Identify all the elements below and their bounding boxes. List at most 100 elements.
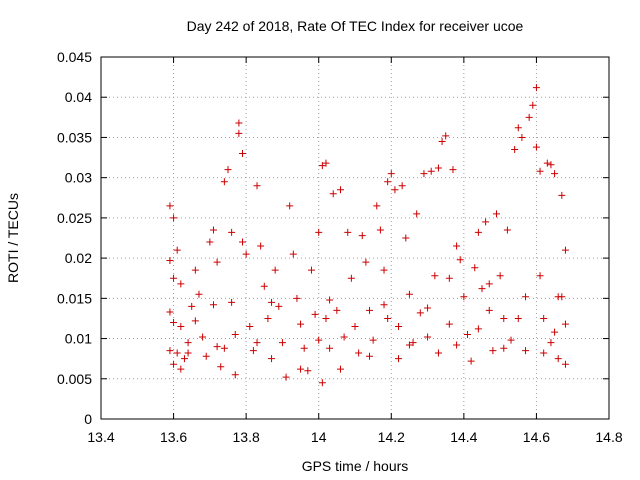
data-point — [173, 246, 181, 254]
x-tick-label: 14.8 — [595, 429, 622, 445]
data-point — [460, 293, 468, 301]
data-point — [184, 349, 192, 357]
data-point — [228, 298, 236, 306]
data-point — [554, 355, 562, 363]
data-point — [249, 347, 257, 355]
y-tick-label: 0.04 — [65, 89, 92, 105]
x-tick-labels: 13.4 13.6 13.8 14 14.2 14.4 14.6 14.8 — [87, 429, 622, 445]
data-point — [416, 309, 424, 317]
data-point — [289, 250, 297, 258]
data-point — [329, 190, 337, 198]
data-point — [271, 266, 279, 274]
data-point — [282, 373, 290, 381]
data-point — [260, 282, 268, 290]
data-point — [380, 301, 388, 309]
x-tick-label: 13.8 — [233, 429, 260, 445]
data-point — [547, 339, 555, 347]
x-tick-label: 14.4 — [450, 429, 477, 445]
data-point — [467, 357, 475, 365]
data-point — [427, 167, 435, 175]
data-point — [180, 355, 188, 363]
y-tick-label: 0.015 — [57, 290, 92, 306]
data-point — [170, 318, 178, 326]
data-point — [224, 166, 232, 174]
y-tick-labels: 0 0.005 0.01 0.015 0.02 0.025 0.03 0.035 0.04 0.0… — [57, 49, 92, 427]
data-point — [471, 264, 479, 272]
data-point — [315, 228, 323, 236]
plot-frame — [100, 56, 610, 420]
data-point — [536, 167, 544, 175]
data-point — [297, 320, 305, 328]
x-tick-label: 14.6 — [523, 429, 550, 445]
data-point — [231, 371, 239, 379]
data-point — [453, 242, 461, 250]
data-point — [344, 228, 352, 236]
data-point — [511, 146, 519, 154]
data-point — [420, 170, 428, 178]
y-tick-label: 0 — [84, 411, 92, 427]
data-point — [543, 159, 551, 167]
data-point — [522, 293, 530, 301]
x-axis-label: GPS time / hours — [302, 458, 409, 474]
data-point — [318, 379, 326, 387]
data-point — [474, 228, 482, 236]
x-tick-label: 13.6 — [160, 429, 187, 445]
data-point — [438, 137, 446, 145]
data-point — [264, 314, 272, 322]
data-point — [213, 258, 221, 266]
data-point — [347, 274, 355, 282]
data-point — [387, 170, 395, 178]
data-point — [358, 232, 366, 240]
data-point — [532, 143, 540, 151]
data-point — [376, 226, 384, 234]
data-point — [170, 360, 178, 368]
data-point — [177, 280, 185, 288]
chart-title: Day 242 of 2018, Rate Of TEC Index for r… — [187, 18, 524, 34]
data-point — [482, 218, 490, 226]
data-point — [384, 314, 392, 322]
data-points — [166, 84, 569, 387]
data-point — [311, 310, 319, 318]
data-point — [395, 355, 403, 363]
data-point — [257, 242, 265, 250]
data-point — [307, 266, 315, 274]
data-point — [297, 365, 305, 373]
data-point — [503, 226, 511, 234]
data-point — [532, 84, 540, 92]
data-point — [514, 314, 522, 322]
data-point — [395, 322, 403, 330]
data-point — [184, 339, 192, 347]
data-point — [217, 363, 225, 371]
data-point — [253, 182, 261, 190]
data-point — [235, 119, 243, 127]
data-point — [540, 349, 548, 357]
data-point — [246, 322, 254, 330]
data-point — [318, 162, 326, 170]
data-point — [366, 306, 374, 314]
data-point — [188, 302, 196, 310]
data-point — [355, 349, 363, 357]
data-point — [275, 302, 283, 310]
data-point — [166, 347, 174, 355]
data-point — [518, 133, 526, 141]
data-point — [442, 132, 450, 140]
y-tick-label: 0.045 — [57, 49, 92, 65]
data-point — [536, 272, 544, 280]
data-point — [424, 304, 432, 312]
y-axis-label: ROTI / TECUs — [5, 193, 21, 283]
data-point — [405, 290, 413, 298]
data-point — [424, 333, 432, 341]
y-tick-label: 0.035 — [57, 129, 92, 145]
data-point — [474, 325, 482, 333]
data-point — [304, 367, 312, 375]
data-point — [525, 113, 533, 121]
data-point — [463, 331, 471, 339]
data-point — [507, 336, 515, 344]
data-point — [489, 347, 497, 355]
data-point — [547, 161, 555, 169]
data-point — [362, 258, 370, 266]
data-point — [409, 339, 417, 347]
y-tick-label: 0.025 — [57, 210, 92, 226]
data-point — [434, 164, 442, 172]
